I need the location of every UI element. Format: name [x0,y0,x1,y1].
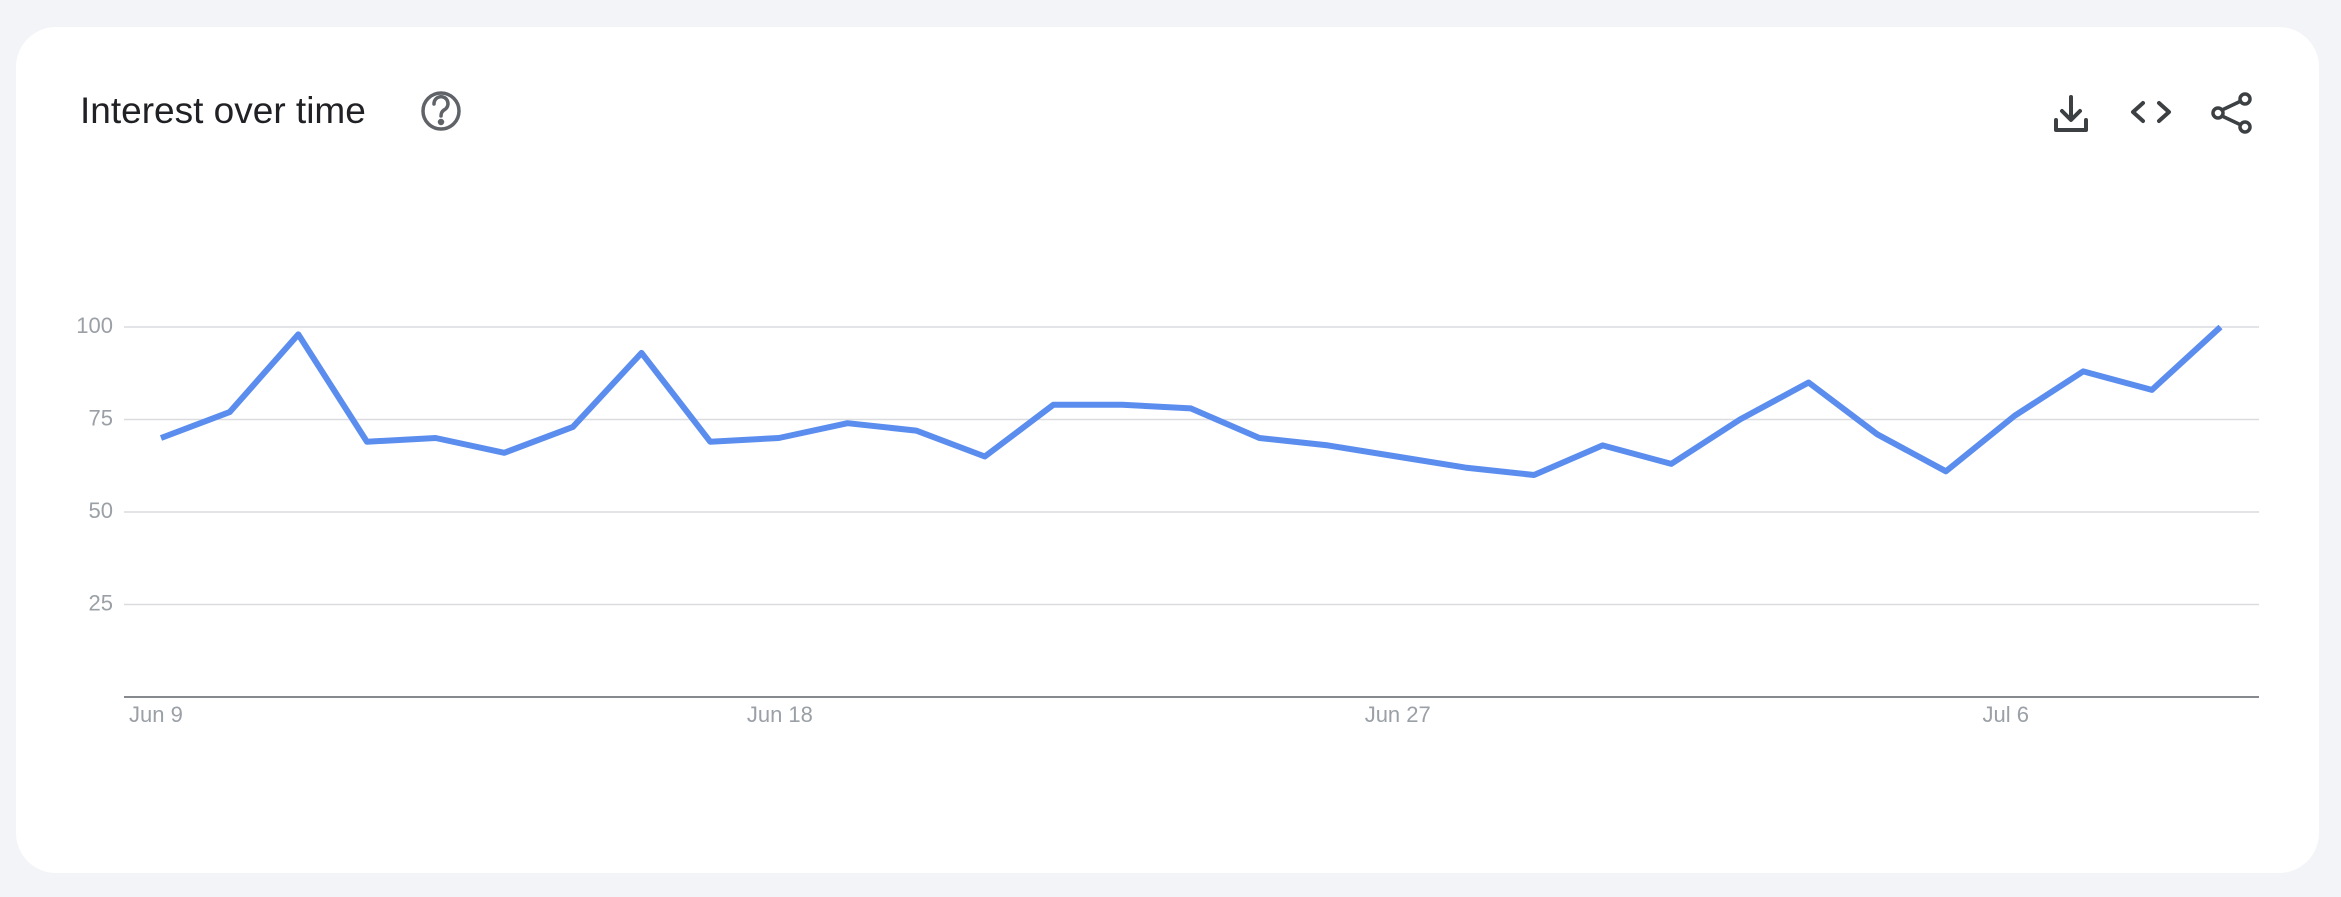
x-tick-label: Jun 18 [747,702,813,727]
download-icon[interactable] [2054,95,2088,132]
y-tick-label: 75 [89,405,113,430]
x-tick-label: Jun 9 [129,702,183,727]
x-tick-label: Jun 27 [1365,702,1431,727]
y-tick-label: 25 [89,590,113,615]
share-icon[interactable] [2211,92,2252,134]
y-tick-label: 100 [76,313,113,338]
x-tick-label: Jul 6 [1983,702,2029,727]
chart-title: Interest over time [80,90,366,131]
help-icon[interactable] [421,91,461,131]
card [16,27,2319,873]
line-series [159,324,2223,478]
embed-icon[interactable] [2131,101,2171,123]
y-tick-label: 50 [89,498,113,523]
